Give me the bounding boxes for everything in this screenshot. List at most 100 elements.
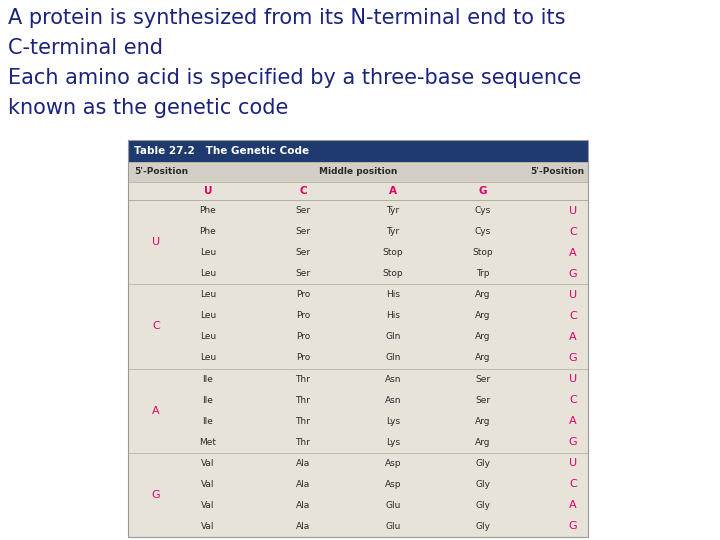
Text: Table 27.2   The Genetic Code: Table 27.2 The Genetic Code: [134, 146, 309, 156]
Text: A: A: [570, 416, 577, 426]
Text: G: G: [569, 353, 577, 363]
Text: Ser: Ser: [475, 396, 490, 404]
Text: Asp: Asp: [384, 459, 401, 468]
Text: Pro: Pro: [296, 312, 310, 320]
Bar: [128, 182, 588, 537]
Text: Stop: Stop: [473, 248, 493, 257]
Text: C: C: [569, 311, 577, 321]
Text: Thr: Thr: [296, 438, 310, 447]
Text: Pro: Pro: [296, 333, 310, 341]
Text: Ser: Ser: [475, 375, 490, 383]
Text: G: G: [569, 269, 577, 279]
Text: Ile: Ile: [202, 375, 213, 383]
Text: 5'-Position: 5'-Position: [530, 167, 584, 177]
Bar: [128, 140, 588, 537]
Text: His: His: [386, 291, 400, 299]
Text: Middle position: Middle position: [319, 167, 397, 177]
Text: Ser: Ser: [295, 227, 310, 236]
Text: C-terminal end: C-terminal end: [8, 38, 163, 58]
Text: Cys: Cys: [475, 206, 491, 215]
Text: Cys: Cys: [475, 227, 491, 236]
Text: Ala: Ala: [296, 459, 310, 468]
Text: Val: Val: [202, 480, 215, 489]
Text: Stop: Stop: [383, 248, 403, 257]
Text: Thr: Thr: [296, 396, 310, 404]
Text: G: G: [569, 437, 577, 447]
Text: Leu: Leu: [200, 269, 216, 278]
Text: Leu: Leu: [200, 248, 216, 257]
Text: C: C: [569, 480, 577, 489]
Text: A: A: [389, 186, 397, 196]
Text: known as the genetic code: known as the genetic code: [8, 98, 289, 118]
Text: Val: Val: [202, 501, 215, 510]
Text: G: G: [479, 186, 487, 196]
Text: Asn: Asn: [384, 396, 401, 404]
Text: Glu: Glu: [385, 522, 401, 531]
Bar: [128, 162, 588, 182]
Text: Tyr: Tyr: [387, 206, 400, 215]
Text: Arg: Arg: [475, 333, 491, 341]
Text: Arg: Arg: [475, 438, 491, 447]
Text: Thr: Thr: [296, 417, 310, 426]
Text: C: C: [300, 186, 307, 196]
Text: C: C: [569, 395, 577, 405]
Text: Pro: Pro: [296, 354, 310, 362]
Text: Asn: Asn: [384, 375, 401, 383]
Text: Leu: Leu: [200, 291, 216, 299]
Text: Lys: Lys: [386, 438, 400, 447]
Text: Phe: Phe: [199, 227, 217, 236]
Text: A: A: [152, 406, 160, 416]
Text: Leu: Leu: [200, 354, 216, 362]
Text: Gly: Gly: [475, 522, 490, 531]
Text: G: G: [152, 490, 161, 500]
Bar: [128, 140, 588, 162]
Text: Ile: Ile: [202, 417, 213, 426]
Text: 5'-Position: 5'-Position: [134, 167, 188, 177]
Text: Val: Val: [202, 522, 215, 531]
Text: Ile: Ile: [202, 396, 213, 404]
Text: Gly: Gly: [475, 480, 490, 489]
Text: Ser: Ser: [295, 248, 310, 257]
Text: Ala: Ala: [296, 522, 310, 531]
Text: U: U: [152, 237, 160, 247]
Text: Ser: Ser: [295, 206, 310, 215]
Text: Leu: Leu: [200, 312, 216, 320]
Text: Ala: Ala: [296, 501, 310, 510]
Text: Asp: Asp: [384, 480, 401, 489]
Text: Trp: Trp: [476, 269, 490, 278]
Text: A: A: [570, 332, 577, 342]
Text: C: C: [152, 321, 160, 332]
Text: A protein is synthesized from its N-terminal end to its: A protein is synthesized from its N-term…: [8, 8, 565, 28]
Text: Gln: Gln: [385, 333, 401, 341]
Text: Stop: Stop: [383, 269, 403, 278]
Text: A: A: [570, 501, 577, 510]
Text: Pro: Pro: [296, 291, 310, 299]
Text: Val: Val: [202, 459, 215, 468]
Text: Tyr: Tyr: [387, 227, 400, 236]
Text: C: C: [569, 227, 577, 237]
Text: Ser: Ser: [295, 269, 310, 278]
Text: His: His: [386, 312, 400, 320]
Text: Glu: Glu: [385, 501, 401, 510]
Text: A: A: [570, 248, 577, 258]
Text: U: U: [204, 186, 212, 196]
Text: G: G: [569, 522, 577, 531]
Text: Arg: Arg: [475, 291, 491, 299]
Text: Gly: Gly: [475, 459, 490, 468]
Text: Gln: Gln: [385, 354, 401, 362]
Text: Arg: Arg: [475, 417, 491, 426]
Text: Arg: Arg: [475, 312, 491, 320]
Text: Each amino acid is specified by a three-base sequence: Each amino acid is specified by a three-…: [8, 68, 581, 88]
Text: Ala: Ala: [296, 480, 310, 489]
Text: Arg: Arg: [475, 354, 491, 362]
Text: U: U: [569, 374, 577, 384]
Text: Leu: Leu: [200, 333, 216, 341]
Text: U: U: [569, 458, 577, 468]
Text: Phe: Phe: [199, 206, 217, 215]
Text: Lys: Lys: [386, 417, 400, 426]
Text: U: U: [569, 290, 577, 300]
Text: Met: Met: [199, 438, 217, 447]
Text: Thr: Thr: [296, 375, 310, 383]
Text: U: U: [569, 206, 577, 215]
Text: Gly: Gly: [475, 501, 490, 510]
